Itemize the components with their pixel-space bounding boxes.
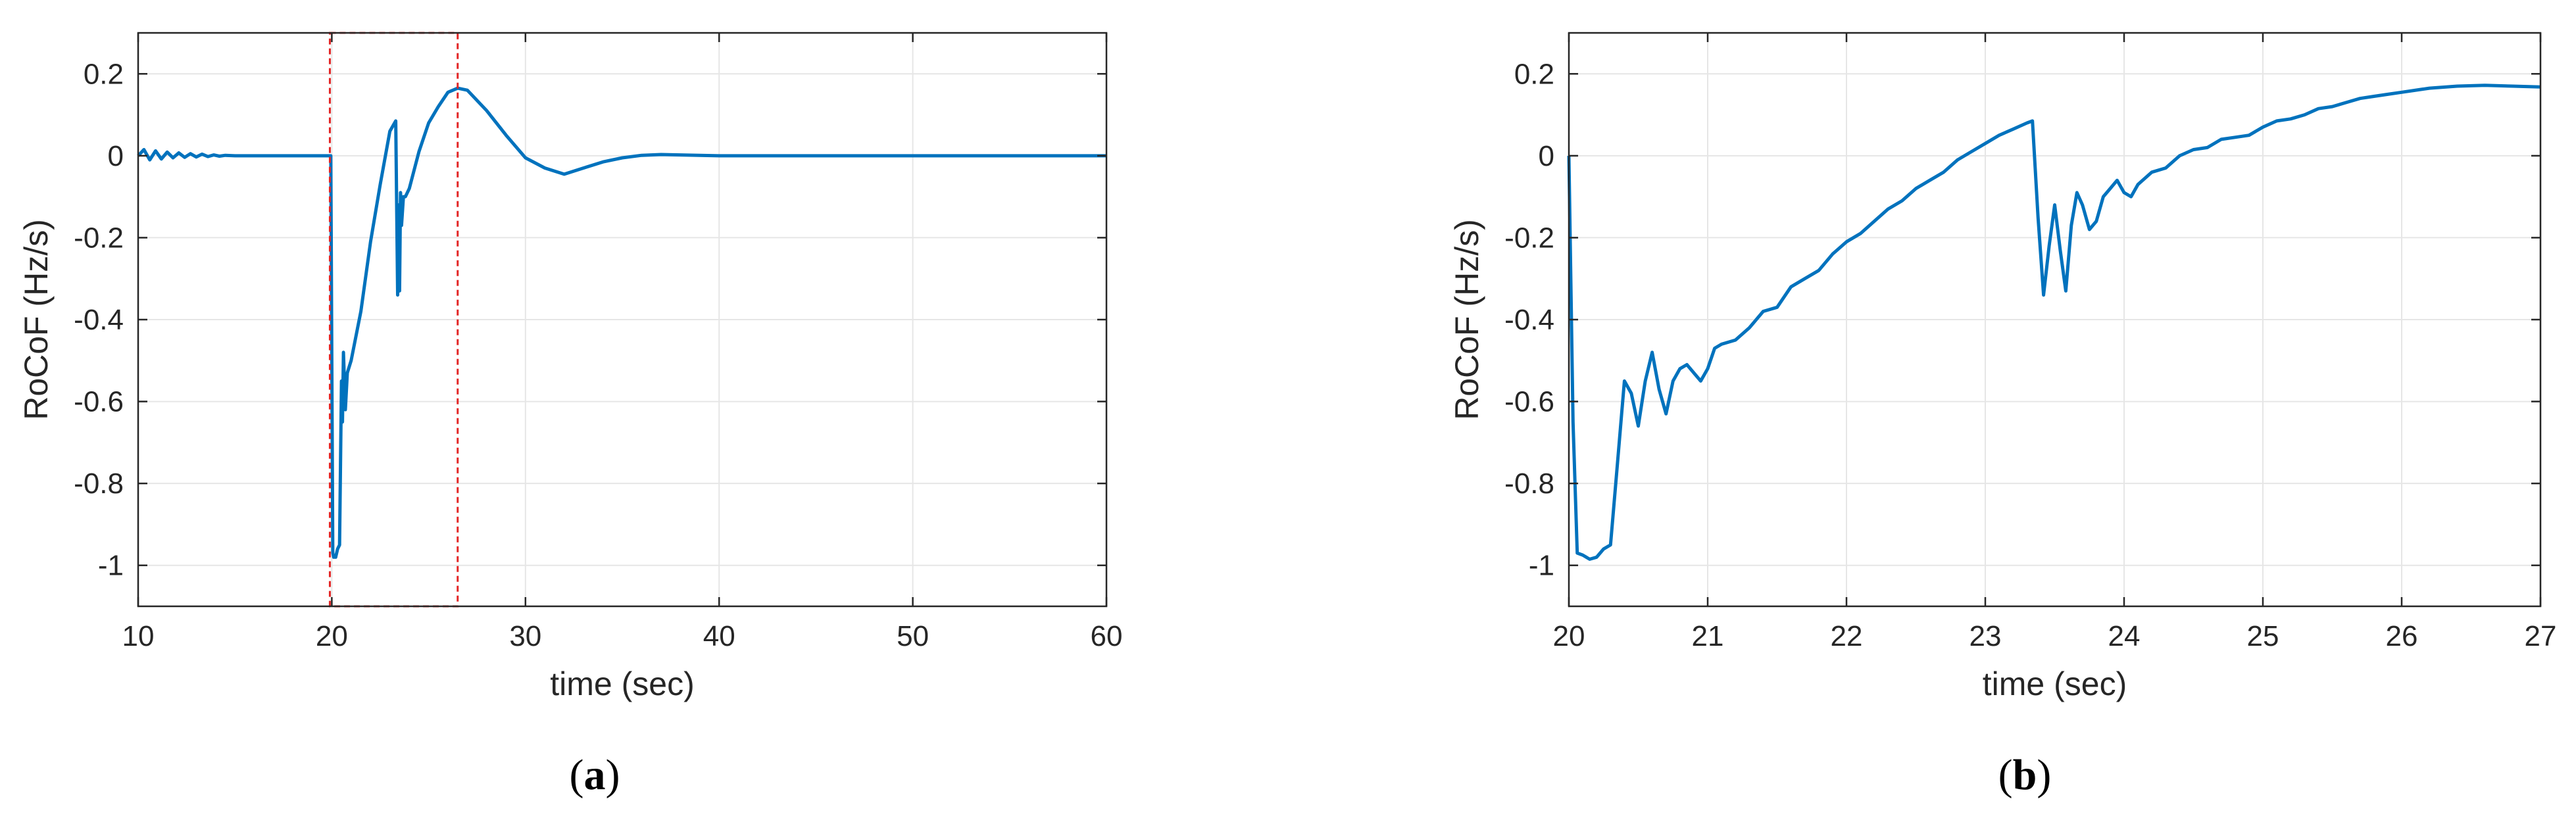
x-tick-label: 50 xyxy=(897,620,929,652)
panel-a: 10 20 30 40 50 60 0.2 0 -0.2 -0.4 -0.6 -0.8 -1 time (… xyxy=(18,32,1123,799)
y-tick-label: 0 xyxy=(1539,140,1554,172)
x-tick-label: 60 xyxy=(1091,620,1123,652)
y-tick-label: -1 xyxy=(1529,550,1554,582)
x-axis-label: time (sec) xyxy=(550,665,694,702)
x-axis-label: time (sec) xyxy=(1983,665,2127,702)
x-tick-label: 30 xyxy=(509,620,541,652)
y-tick-label: 0 xyxy=(108,140,124,172)
series-line xyxy=(1567,84,2541,561)
y-tick-label: -0.6 xyxy=(74,386,124,418)
x-tick-label: 20 xyxy=(316,620,348,652)
y-tick-label: -0.8 xyxy=(74,468,124,500)
x-tick-label: 21 xyxy=(1692,620,1724,652)
y-axis-label: RoCoF (Hz/s) xyxy=(1449,219,1485,420)
y-tick-label: 0.2 xyxy=(84,58,124,90)
y-tick-label: -0.4 xyxy=(74,304,124,336)
panel-caption: (a) xyxy=(570,751,620,799)
y-tick-label: -0.2 xyxy=(1504,222,1554,254)
y-tick-label: -1 xyxy=(98,550,124,582)
x-tick-label: 22 xyxy=(1831,620,1863,652)
y-tick-label: -0.6 xyxy=(1504,386,1554,418)
x-tick-label: 40 xyxy=(703,620,735,652)
series-line xyxy=(137,86,1106,559)
x-tick-label: 24 xyxy=(2108,620,2141,652)
y-tick-label: 0.2 xyxy=(1514,58,1554,90)
x-tick-label: 27 xyxy=(2525,620,2557,652)
y-axis-label: RoCoF (Hz/s) xyxy=(18,219,55,420)
panel-b: 20 21 22 23 24 25 26 27 0.2 0 -0.2 -0.4 -0.6 -0.8 -1 ti… xyxy=(1449,32,2557,799)
y-tick-label: -0.4 xyxy=(1504,304,1554,336)
y-tick-label: -0.2 xyxy=(74,222,124,254)
x-tick-label: 25 xyxy=(2247,620,2279,652)
x-tick-label: 23 xyxy=(1969,620,2002,652)
panel-caption: (b) xyxy=(1998,751,2052,799)
x-tick-label: 20 xyxy=(1553,620,1585,652)
y-tick-label: -0.8 xyxy=(1504,468,1554,500)
x-tick-label: 10 xyxy=(122,620,155,652)
x-tick-label: 26 xyxy=(2386,620,2418,652)
